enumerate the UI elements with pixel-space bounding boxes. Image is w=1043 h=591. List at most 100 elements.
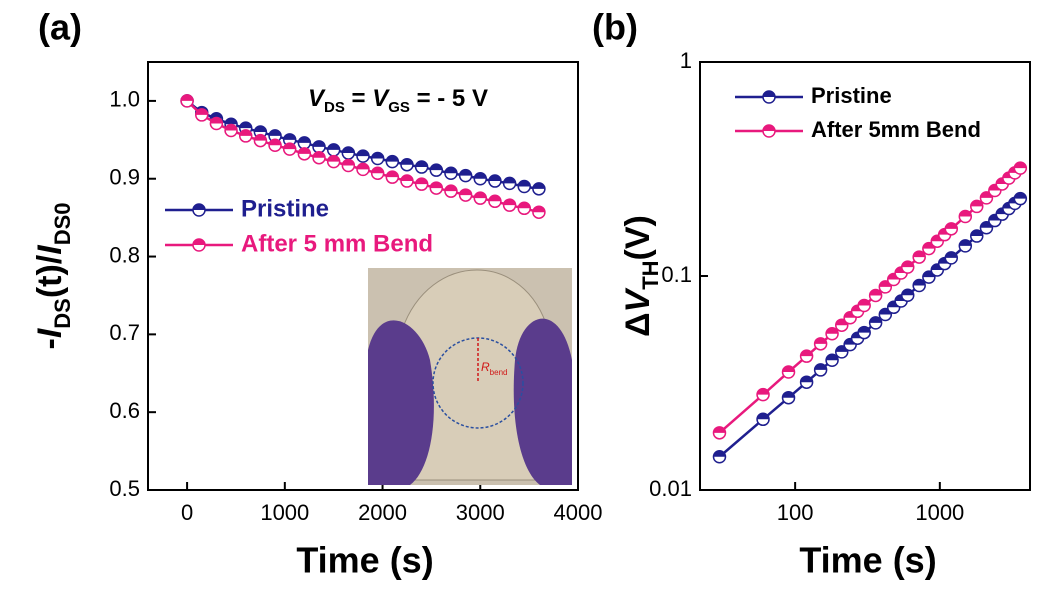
y-tick-label: 1.0 [109, 87, 140, 112]
data-point-fill [713, 450, 726, 457]
data-point-fill [1014, 162, 1027, 169]
y-tick-label: 0.7 [109, 320, 140, 345]
data-point-fill [518, 202, 531, 209]
y-axis-title-part: I [31, 244, 69, 255]
data-point-fill [459, 189, 472, 196]
annotation-part: V [372, 85, 390, 112]
annotation-part: GS [388, 99, 410, 116]
y-axis-title-part: (V) [619, 215, 657, 260]
data-point-fill [913, 279, 926, 286]
data-point-fill [713, 426, 726, 433]
data-point-fill [371, 152, 384, 159]
y-axis-title: -IDS(t)/IDS0 [31, 202, 75, 349]
data-point-fill [430, 182, 443, 189]
data-point-fill [400, 175, 413, 182]
data-point-fill [254, 134, 267, 141]
y-tick-label: 0.5 [109, 476, 140, 501]
y-axis-title-part: Δ [619, 312, 657, 336]
annotation-part: = [345, 85, 372, 112]
data-point-fill [970, 230, 983, 237]
data-point-fill [210, 112, 223, 119]
data-point-fill [357, 163, 369, 170]
data-point-fill [386, 155, 399, 162]
data-point-fill [1014, 192, 1027, 199]
data-point-fill [826, 327, 839, 334]
data-point-fill [195, 108, 208, 115]
x-tick-label: 4000 [554, 500, 603, 525]
y-tick-label: 0.1 [661, 262, 692, 287]
legend-label: Pristine [811, 83, 892, 108]
legend-marker-fill [763, 125, 775, 131]
x-axis-title: Time (s) [799, 540, 936, 581]
y-tick-label: 0.9 [109, 165, 140, 190]
annotation-part: DS [324, 99, 345, 116]
data-point-fill [474, 172, 487, 179]
data-point-fill [503, 177, 516, 184]
annotation: VDS = VGS = - 5 V [308, 85, 488, 116]
data-point-fill [488, 175, 501, 182]
data-point-fill [913, 251, 926, 258]
data-point-fill [400, 158, 413, 165]
data-point-fill [782, 365, 795, 372]
inset-photo: Rbend [368, 268, 572, 485]
panel-label: (a) [38, 7, 82, 48]
data-point-fill [814, 363, 827, 370]
data-point-fill [858, 326, 871, 333]
x-tick-label: 1000 [915, 500, 964, 525]
y-axis-title-part: (t)/ [31, 254, 69, 298]
data-point-fill [532, 206, 545, 213]
data-point-fill [959, 239, 972, 246]
x-axis-title: Time (s) [296, 540, 433, 581]
legend-marker-fill [193, 204, 205, 210]
x-tick-label: 0 [181, 500, 193, 525]
data-point-fill [459, 169, 472, 176]
y-tick-label: 1 [680, 48, 692, 73]
inset-label-part: R [481, 360, 490, 374]
data-point-fill [488, 195, 501, 202]
data-point-fill [269, 129, 282, 136]
data-point-fill [518, 180, 531, 187]
y-axis-title-part: V [619, 286, 657, 312]
legend-label: After 5mm Bend [811, 117, 981, 142]
data-point-fill [225, 118, 238, 125]
data-point-fill [239, 122, 252, 129]
y-axis-title-part: TH [638, 260, 663, 289]
data-point-fill [959, 210, 972, 217]
data-point-fill [782, 391, 795, 398]
legend-marker-fill [193, 239, 205, 245]
data-point-fill [371, 167, 384, 174]
data-point-fill [357, 150, 369, 157]
panel-label: (b) [592, 7, 638, 48]
data-point-fill [283, 143, 296, 150]
data-point-fill [342, 147, 355, 154]
data-point-fill [869, 289, 882, 296]
data-point-fill [342, 159, 355, 166]
data-point-fill [800, 350, 813, 357]
data-point-fill [474, 192, 487, 199]
data-point-fill [503, 199, 516, 206]
data-point-fill [327, 155, 340, 162]
data-point-fill [313, 140, 326, 147]
annotation-part: = - 5 V [410, 85, 488, 112]
data-point-fill [430, 164, 443, 171]
data-point-fill [901, 261, 914, 268]
data-point-fill [826, 354, 839, 361]
data-point-fill [386, 171, 399, 178]
plot-frame [147, 61, 579, 491]
legend-marker-fill [763, 91, 775, 97]
data-point-fill [814, 337, 827, 344]
y-tick-label: 0.6 [109, 398, 140, 423]
y-axis-title-part: DS0 [50, 202, 75, 245]
x-tick-label: 2000 [358, 500, 407, 525]
data-point-fill [225, 124, 238, 131]
data-point-fill [283, 133, 296, 140]
data-point-fill [269, 139, 282, 146]
data-point-fill [532, 182, 545, 189]
inset-finger [513, 318, 572, 485]
data-point-fill [298, 147, 311, 154]
y-axis-title-part: I [31, 327, 69, 338]
data-point-fill [444, 185, 457, 192]
data-point-fill [415, 161, 428, 168]
